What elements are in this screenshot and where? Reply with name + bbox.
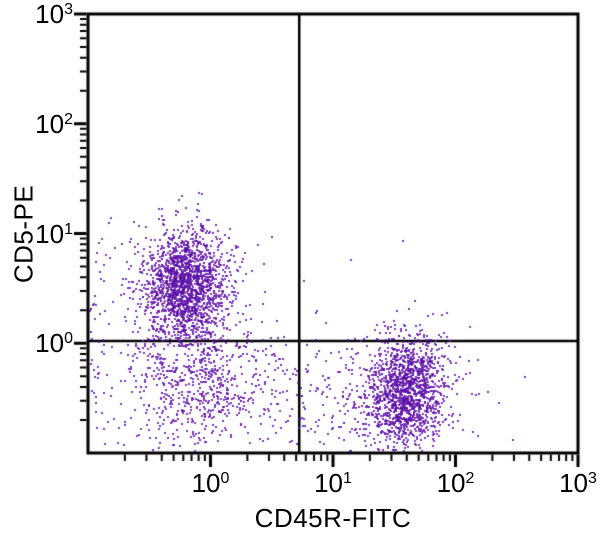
y-tick-label-1e2: 102 bbox=[35, 108, 73, 139]
x-tick-label-1e1: 101 bbox=[314, 468, 352, 498]
y-axis-label: CD5-PE bbox=[8, 184, 39, 284]
y-tick-label-1e3: 103 bbox=[35, 0, 73, 29]
x-axis-label: CD45R-FITC bbox=[254, 503, 412, 533]
x-tick-label-1e2: 102 bbox=[436, 468, 475, 498]
x-tick-label-1e3: 103 bbox=[559, 468, 597, 498]
y-tick-label-1e0: 100 bbox=[35, 328, 73, 359]
y-tick-label-1e1: 101 bbox=[35, 218, 73, 249]
x-tick-label-1e0: 100 bbox=[191, 468, 230, 498]
